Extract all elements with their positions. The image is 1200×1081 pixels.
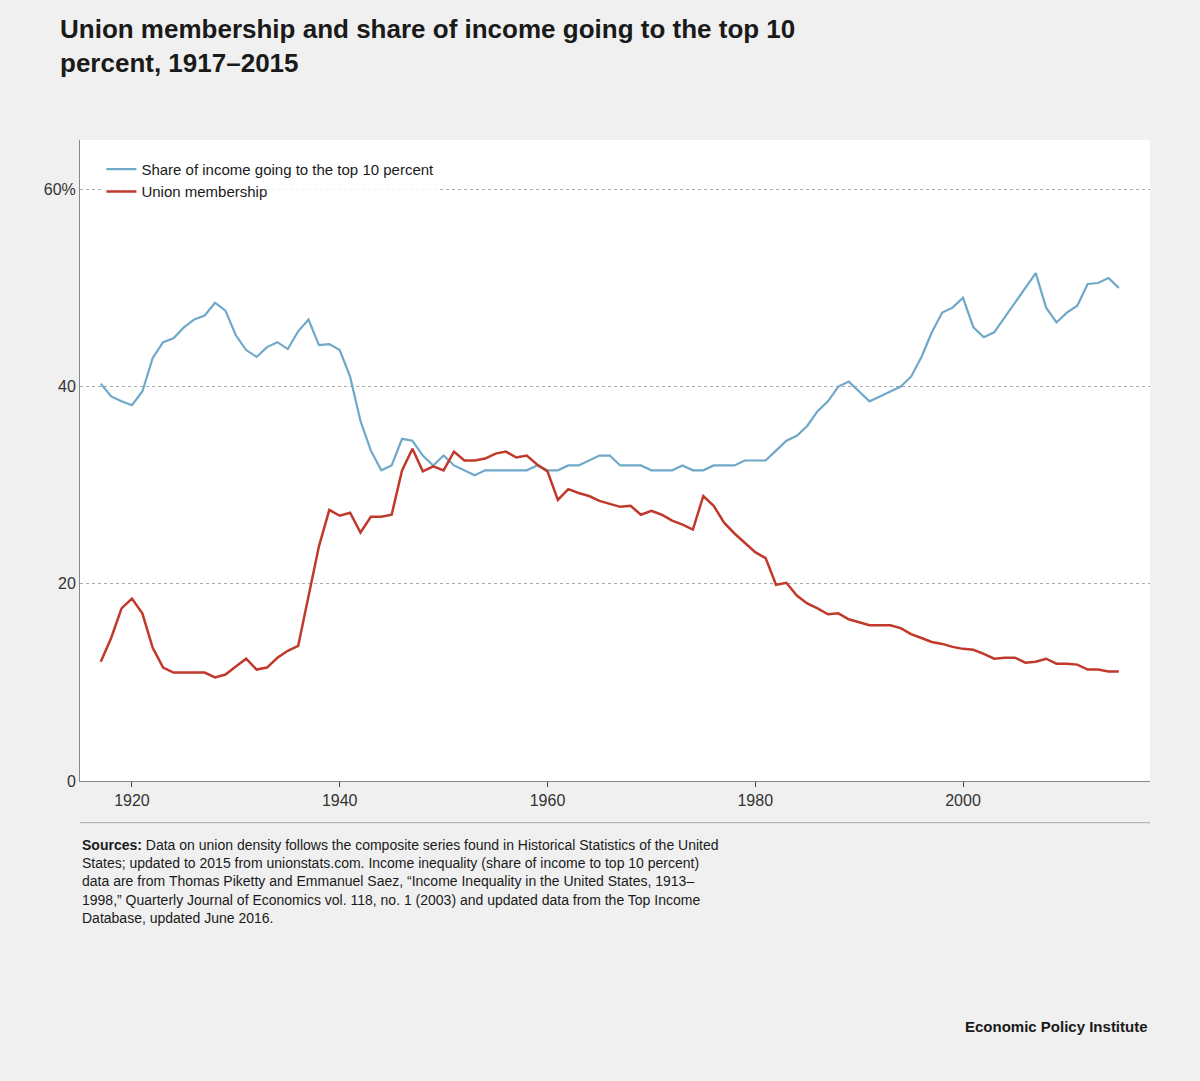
svg-text:Union membership and share of: Union membership and share of income goi… xyxy=(60,14,795,78)
svg-text:1960: 1960 xyxy=(530,792,566,809)
svg-text:1940: 1940 xyxy=(322,792,358,809)
svg-text:2000: 2000 xyxy=(945,792,981,809)
svg-text:1980: 1980 xyxy=(737,792,773,809)
svg-text:1920: 1920 xyxy=(114,792,150,809)
svg-text:Sources: Data on union density: Sources: Data on union density follows t… xyxy=(82,837,719,926)
svg-text:60%: 60% xyxy=(44,181,76,198)
svg-text:Union membership: Union membership xyxy=(141,183,267,200)
svg-text:Share of income going to the t: Share of income going to the top 10 perc… xyxy=(141,161,434,178)
svg-text:0: 0 xyxy=(67,773,76,790)
svg-text:20: 20 xyxy=(58,575,76,592)
svg-text:40: 40 xyxy=(58,378,76,395)
svg-text:Economic Policy Institute: Economic Policy Institute xyxy=(965,1018,1148,1035)
